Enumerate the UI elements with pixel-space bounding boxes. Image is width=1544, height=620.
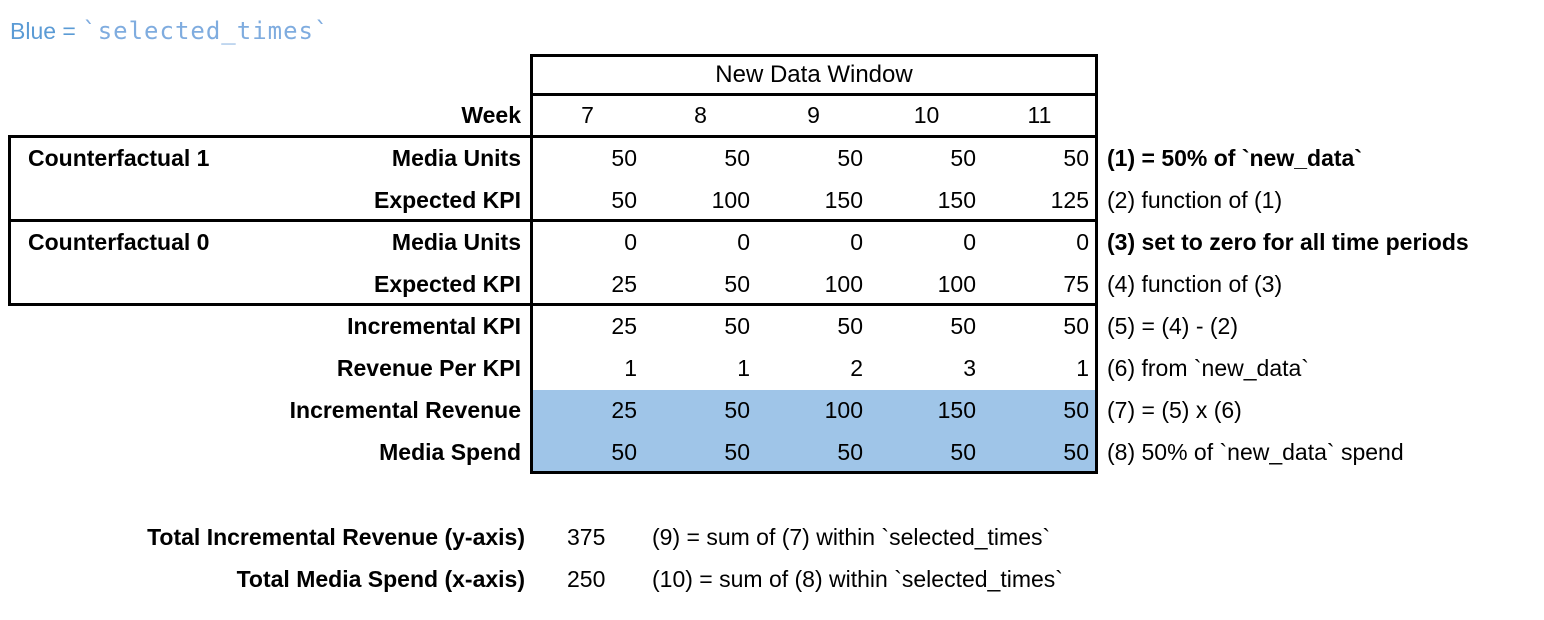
selected-times-highlight	[533, 390, 1095, 471]
table-cell: 50	[1063, 145, 1089, 171]
row-note: (1) = 50% of `new_data`	[1107, 145, 1362, 171]
week-cell: 8	[694, 102, 707, 128]
row-note: (5) = (4) - (2)	[1107, 313, 1238, 339]
table-cell: 75	[1063, 271, 1089, 297]
row-label: Expected KPI	[374, 187, 521, 213]
row-note: (8) 50% of `new_data` spend	[1107, 439, 1404, 465]
table-cell: 150	[937, 397, 976, 423]
row-label: Expected KPI	[374, 271, 521, 297]
table-cell: 50	[611, 439, 637, 465]
table-cell: 125	[1050, 187, 1089, 213]
table-cell: 50	[611, 145, 637, 171]
table-cell: 50	[1063, 397, 1089, 423]
header-bottom-border	[530, 93, 1098, 96]
week-label: Week	[461, 102, 521, 128]
table-cell: 0	[963, 229, 976, 255]
row-note: (3) set to zero for all time periods	[1107, 229, 1469, 255]
table-cell: 0	[1076, 229, 1089, 255]
table-cell: 50	[837, 439, 863, 465]
row-label: Media Units	[391, 229, 521, 255]
table-cell: 0	[737, 229, 750, 255]
legend: Blue = `selected_times`	[10, 14, 329, 48]
counterfactual0-bottom-border	[8, 303, 1098, 306]
total-media-spend-label: Total Media Spend (x-axis)	[236, 566, 525, 592]
table-cell: 2	[850, 355, 863, 381]
table-cell: 50	[950, 145, 976, 171]
table-cell: 50	[724, 313, 750, 339]
week-cell: 7	[581, 102, 594, 128]
table-cell: 100	[824, 397, 863, 423]
legend-text: Blue =	[10, 18, 83, 44]
table-cell: 100	[711, 187, 750, 213]
table-cell: 50	[1063, 439, 1089, 465]
group-label-counterfactual-0: Counterfactual 0	[28, 229, 210, 255]
table-cell: 100	[937, 271, 976, 297]
total-incremental-revenue-note: (9) = sum of (7) within `selected_times`	[652, 524, 1051, 550]
table-cell: 50	[950, 439, 976, 465]
row-label: Media Units	[391, 145, 521, 171]
table-cell: 150	[824, 187, 863, 213]
legend-code-text: `selected_times`	[82, 17, 330, 45]
table-right-border	[1095, 54, 1098, 474]
table-cell: 0	[850, 229, 863, 255]
row-note: (6) from `new_data`	[1107, 355, 1309, 381]
new-data-window-header: New Data Window	[715, 61, 913, 88]
counterfactual-divider-border	[8, 219, 1098, 222]
table-cell: 0	[624, 229, 637, 255]
row-label: Revenue Per KPI	[336, 355, 521, 381]
table-cell: 100	[824, 271, 863, 297]
week-cell: 10	[913, 102, 940, 128]
row-note: (7) = (5) x (6)	[1107, 397, 1242, 423]
row-note: (4) function of (3)	[1107, 271, 1283, 297]
row-label: Media Spend	[379, 439, 521, 465]
total-media-spend-value: 250	[567, 566, 606, 592]
table-cell: 50	[724, 145, 750, 171]
table-cell: 50	[837, 145, 863, 171]
table-cell: 150	[937, 187, 976, 213]
table-cell: 1	[1076, 355, 1089, 381]
table-cell: 50	[1063, 313, 1089, 339]
table-cell: 50	[724, 397, 750, 423]
table-cell: 50	[724, 439, 750, 465]
total-media-spend-note: (10) = sum of (8) within `selected_times…	[652, 566, 1063, 592]
row-label: Incremental KPI	[347, 313, 521, 339]
table-cell: 50	[611, 187, 637, 213]
week-cell: 11	[1027, 102, 1052, 128]
table-cell: 25	[611, 397, 637, 423]
table-cell: 3	[963, 355, 976, 381]
table-left-border	[530, 54, 533, 474]
group-label-counterfactual-1: Counterfactual 1	[28, 145, 210, 171]
table-cell: 50	[950, 313, 976, 339]
total-incremental-revenue-label: Total Incremental Revenue (y-axis)	[147, 524, 525, 550]
table-cell: 50	[724, 271, 750, 297]
table-cell: 25	[611, 313, 637, 339]
table-cell: 1	[737, 355, 750, 381]
row-label: Incremental Revenue	[289, 397, 521, 423]
counterfactual-left-border	[8, 135, 11, 306]
table-cell: 1	[624, 355, 637, 381]
table-bottom-border	[530, 471, 1098, 474]
total-incremental-revenue-value: 375	[567, 524, 606, 550]
counterfactual1-top-border	[8, 135, 1098, 138]
header-top-border	[530, 54, 1098, 57]
week-cell: 9	[807, 102, 820, 128]
table-cell: 50	[837, 313, 863, 339]
table-cell: 25	[611, 271, 637, 297]
row-note: (2) function of (1)	[1107, 187, 1283, 213]
